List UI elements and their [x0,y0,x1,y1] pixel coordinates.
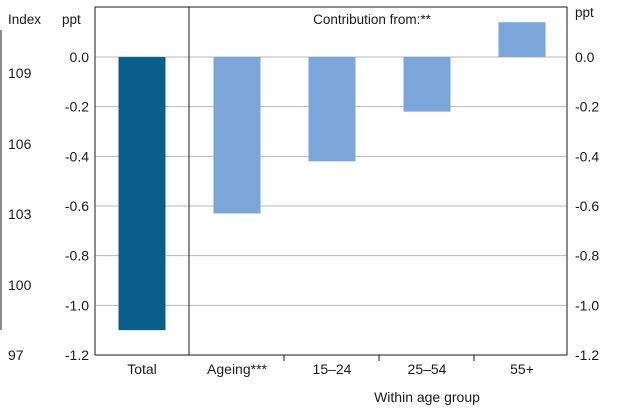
left-axis-label: Index [8,12,41,27]
axis-labels: 0.0 0.0 -0.2 -0.2 -0.4 -0.4 -0.6 -0.6 -0.8 -0.8 -1… [8,49,599,377]
x-tick-label: Ageing*** [207,361,267,377]
x-tick-label: 15–24 [313,361,352,377]
bar [118,57,166,331]
index-tick-label: 100 [8,277,32,293]
y-tick-label-right: -0.2 [575,99,599,115]
y-tick-label-left: -1.0 [65,297,89,313]
plot-frame [94,6,568,356]
y-tick-label-left: -0.8 [65,248,89,264]
y-tick-label-left: -1.2 [65,347,89,363]
y-tick-label-right: -0.8 [575,248,599,264]
group-label: Within age group [374,389,480,405]
y-tick-label-left: -0.4 [65,148,89,164]
index-tick-label: 106 [8,136,32,152]
x-tick-label: 25–54 [408,361,447,377]
x-ticks [0,30,475,361]
bar [308,57,356,162]
x-tick-label: 55+ [510,361,534,377]
contribution-annotation: Contribution from:** [313,12,432,27]
y-tick-label-left: -0.6 [65,198,89,214]
x-tick-label: Total [127,361,157,377]
index-tick-label: 103 [8,206,32,222]
bar [213,57,261,214]
left-unit-label: ppt [62,12,81,27]
y-tick-label-right: 0.0 [575,49,595,65]
right-unit-label: ppt [575,5,594,20]
y-tick-label-right: -1.0 [575,297,599,313]
y-tick-label-right: -0.6 [575,198,599,214]
bars [118,22,546,331]
y-tick-label-left: -0.2 [65,99,89,115]
y-tick-label-left: 0.0 [70,49,90,65]
index-tick-label: 97 [8,347,24,363]
y-tick-label-right: -0.4 [575,148,599,164]
index-tick-label: 109 [8,65,32,81]
bar [403,57,451,112]
bar [498,22,546,57]
y-tick-label-right: -1.2 [575,347,599,363]
